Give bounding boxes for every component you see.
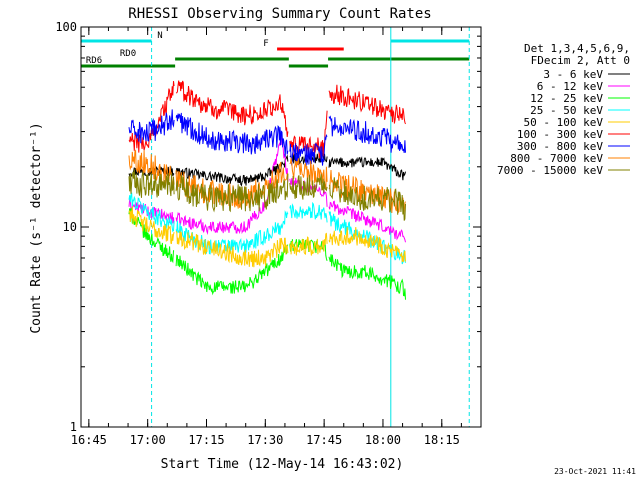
series-lines [128,80,406,300]
flag-label-n: N [157,31,162,41]
flag-label-f: F [263,39,268,49]
x-axis-ticks: 16:45 17:00 17:15 17:30 17:45 18:00 18:15 [71,27,482,447]
y-tick-label: 100 [55,20,77,34]
series-line-3 [128,192,406,265]
x-tick-label: 17:30 [247,433,283,447]
series-line-2 [128,208,406,300]
x-tick-label: 17:15 [188,433,224,447]
legend-header-line: Det 1,3,4,5,6,9, [524,42,630,55]
flag-label-rd6: RD6 [86,56,102,66]
legend-entry-label: 25 - 50 keV [530,104,603,117]
legend-entry-label: 3 - 6 keV [543,68,603,81]
timestamp: 23-Oct-2021 11:41 [554,467,636,476]
x-tick-label: 18:15 [424,433,460,447]
series-line-6 [128,109,406,166]
series-line-8 [128,169,406,221]
x-tick-label: 17:00 [130,433,166,447]
legend-entry-label: 12 - 25 keV [530,92,603,105]
legend-header-line: FDecim 2, Att 0 [531,54,630,67]
legend-entry-label: 300 - 800 keV [517,140,603,153]
y-axis-label: Count Rate (s⁻¹ detector⁻¹) [29,122,44,333]
x-tick-label: 17:45 [306,433,342,447]
y-tick-label: 10 [63,220,77,234]
x-tick-label: 18:00 [365,433,401,447]
legend-entry-label: 6 - 12 keV [537,80,604,93]
y-tick-label: 1 [70,420,77,434]
legend-entry-label: 50 - 100 keV [524,116,604,129]
flag-bars: N F RD0 RD6 [81,31,470,68]
x-tick-label: 16:45 [71,433,107,447]
y-axis-ticks: 1 10 100 [55,20,481,434]
legend-entry-label: 800 - 7000 keV [510,152,603,165]
series-line-4 [128,206,406,268]
legend-entry-label: 100 - 300 keV [517,128,603,141]
legend-entry-label: 7000 - 15000 keV [497,164,603,177]
flag-label-rd0: RD0 [120,49,136,59]
series-line-1 [128,133,406,243]
chart-title: RHESSI Observing Summary Count Rates [128,6,431,22]
x-axis-label: Start Time (12-May-14 16:43:02) [161,457,404,472]
legend: Det 1,3,4,5,6,9,FDecim 2, Att 03 - 6 keV… [497,42,630,177]
